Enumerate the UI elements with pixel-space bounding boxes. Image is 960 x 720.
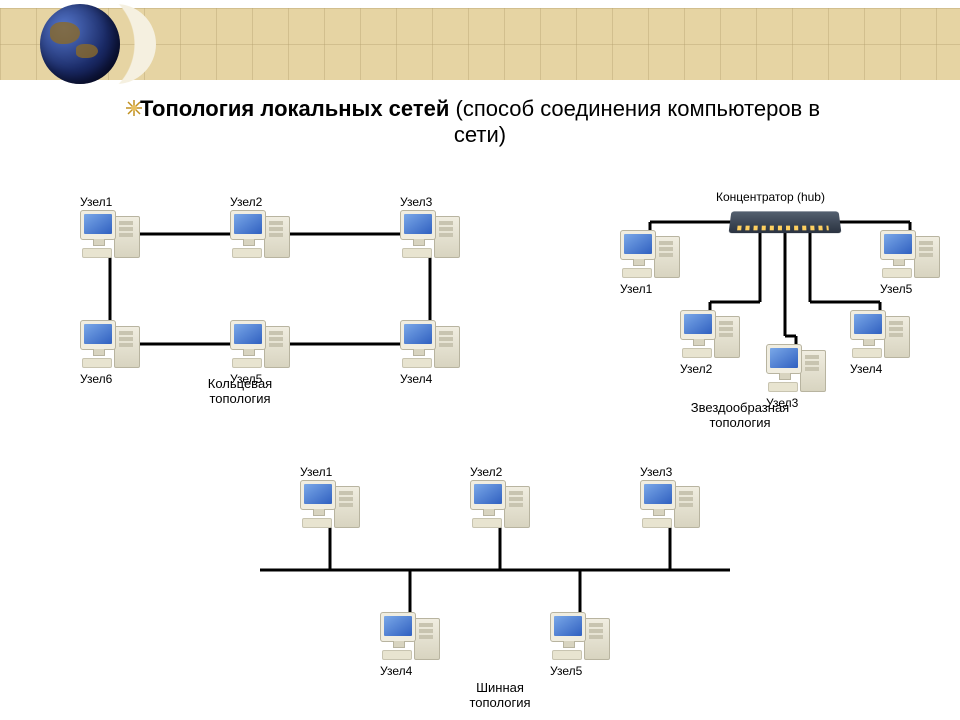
- node-label: Узел6: [80, 372, 112, 386]
- computer-node: [470, 480, 530, 528]
- node-label: Узел2: [470, 465, 502, 479]
- node-label: Узел5: [880, 282, 912, 296]
- computer-node: [380, 612, 440, 660]
- topology-caption: Звездообразнаятопология: [640, 400, 840, 430]
- node-label: Узел2: [680, 362, 712, 376]
- topology-caption: Шиннаятопология: [400, 680, 600, 710]
- computer-node: [400, 210, 460, 258]
- node-label: Узел1: [300, 465, 332, 479]
- node-label: Узел5: [550, 664, 582, 678]
- computer-node: [80, 210, 140, 258]
- computer-node: [850, 310, 910, 358]
- topology-caption: Кольцеваятопология: [140, 376, 340, 406]
- computer-node: [80, 320, 140, 368]
- node-label: Узел1: [80, 195, 112, 209]
- computer-node: [300, 480, 360, 528]
- computer-node: [550, 612, 610, 660]
- node-label: Узел3: [640, 465, 672, 479]
- node-label: Узел3: [400, 195, 432, 209]
- computer-node: [620, 230, 680, 278]
- diagram-canvas: Узел1 Узел2 Узел3 Узел4 Узел5 Узел6 Кольцеваят…: [0, 0, 960, 720]
- computer-node: [680, 310, 740, 358]
- computer-node: [400, 320, 460, 368]
- computer-node: [880, 230, 940, 278]
- computer-node: [230, 210, 290, 258]
- node-label: Узел2: [230, 195, 262, 209]
- computer-node: [766, 344, 826, 392]
- node-label: Узел1: [620, 282, 652, 296]
- node-label: Узел4: [400, 372, 432, 386]
- computer-node: [230, 320, 290, 368]
- node-label: Узел4: [850, 362, 882, 376]
- hub-label: Концентратор (hub): [716, 190, 825, 204]
- node-label: Узел4: [380, 664, 412, 678]
- hub-device: [729, 211, 842, 233]
- computer-node: [640, 480, 700, 528]
